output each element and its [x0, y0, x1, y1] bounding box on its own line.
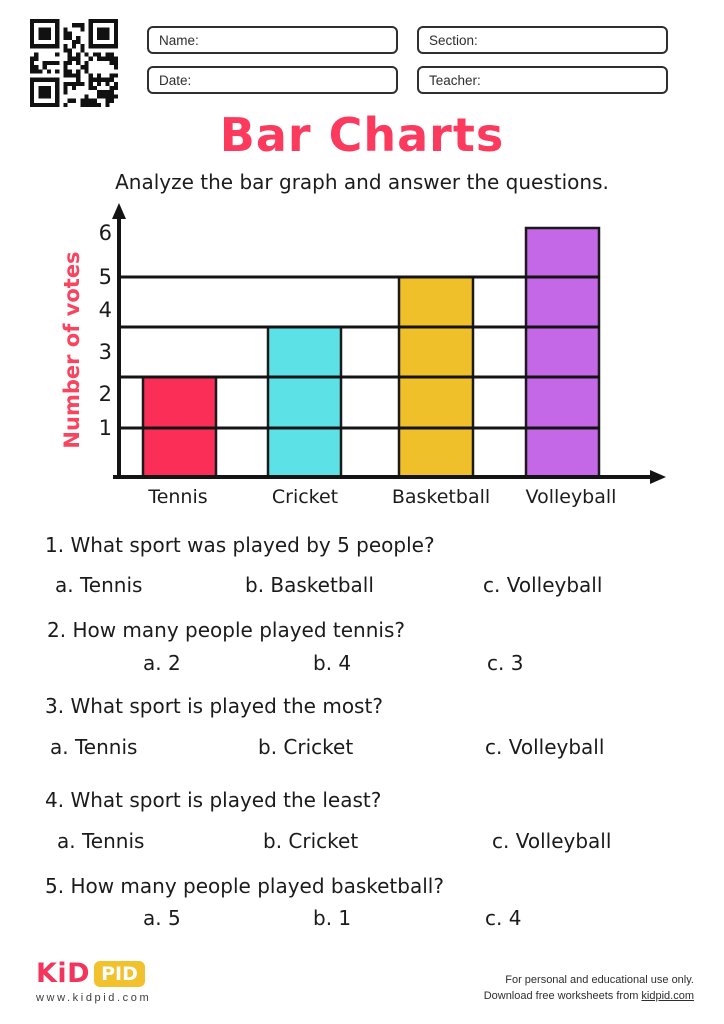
y-axis-title: Number of votes	[60, 251, 84, 448]
page-title: Bar Charts	[219, 108, 505, 162]
question-3-option-a: a. Tennis	[50, 735, 138, 759]
instructions-text: Analyze the bar graph and answer the que…	[115, 170, 609, 194]
question-3-text: 3. What sport is played the most?	[45, 694, 383, 718]
y-tick-6: 6	[99, 221, 112, 245]
question-1-option-b: b. Basketball	[245, 573, 374, 597]
date-field-label: Date:	[159, 72, 192, 88]
question-1-option-c: c. Volleyball	[483, 573, 603, 597]
x-label-tennis: Tennis	[147, 486, 207, 508]
y-tick-5: 5	[99, 265, 112, 289]
teacher-field-label: Teacher:	[429, 72, 481, 88]
question-3-option-b: b. Cricket	[258, 735, 354, 759]
section-field[interactable]: Section:	[417, 26, 668, 54]
question-3-option-c: c. Volleyball	[485, 735, 605, 759]
y-tick-1: 1	[99, 416, 112, 440]
logo-url-text: www.kidpid.com	[36, 992, 152, 1004]
footer-note-line1: For personal and educational use only.	[505, 974, 694, 986]
footer-note-line2: Download free worksheets from kidpid.com	[483, 990, 694, 1002]
teacher-field[interactable]: Teacher:	[417, 66, 668, 94]
bar-tennis	[141, 375, 218, 479]
question-4-option-c: c. Volleyball	[492, 829, 612, 853]
logo-kid-text: KiD	[36, 958, 91, 989]
question-2-option-a: a. 2	[143, 651, 181, 675]
question-4-option-b: b. Cricket	[263, 829, 359, 853]
bar-volleyball	[524, 226, 601, 479]
date-field[interactable]: Date:	[147, 66, 398, 94]
x-label-basketball: Basketball	[392, 486, 490, 508]
question-2-text: 2. How many people played tennis?	[47, 618, 405, 642]
question-2-option-b: b. 4	[313, 651, 352, 675]
logo-pid-badge: PID	[94, 960, 145, 987]
y-tick-3: 3	[99, 340, 112, 364]
section-field-label: Section:	[429, 32, 478, 48]
question-4-option-a: a. Tennis	[57, 829, 145, 853]
footer-note: For personal and educational use only. D…	[484, 972, 694, 1004]
bar-basketball	[397, 275, 475, 479]
x-label-volleyball: Volleyball	[526, 486, 617, 508]
y-tick-2: 2	[99, 382, 112, 406]
question-1-option-a: a. Tennis	[55, 573, 143, 597]
question-4-text: 4. What sport is played the least?	[45, 788, 382, 812]
qr-code	[30, 19, 118, 107]
question-2-option-c: c. 3	[487, 651, 524, 675]
question-5-option-b: b. 1	[313, 906, 352, 930]
x-label-cricket: Cricket	[272, 486, 338, 508]
kidpid-logo: KiD PID www.kidpid.com	[36, 958, 151, 1004]
question-1-text: 1. What sport was played by 5 people?	[45, 533, 435, 557]
name-field-label: Name:	[159, 32, 199, 48]
bar-cricket	[266, 325, 343, 479]
question-5-text: 5. How many people played basketball?	[45, 874, 444, 898]
name-field[interactable]: Name:	[147, 26, 398, 54]
question-5-option-c: c. 4	[485, 906, 522, 930]
kidpid-link[interactable]: kidpid.com	[641, 990, 694, 1002]
y-tick-4: 4	[99, 298, 112, 322]
question-5-option-a: a. 5	[143, 906, 181, 930]
